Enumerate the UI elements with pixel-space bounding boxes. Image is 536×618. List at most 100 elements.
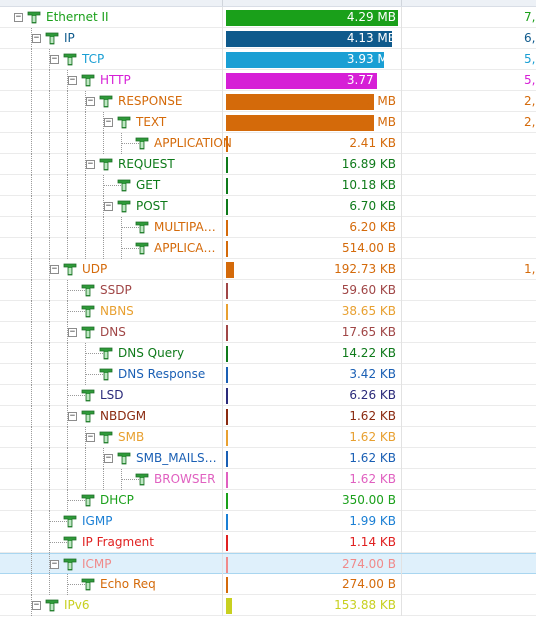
size-bar — [226, 557, 228, 573]
protocol-label: ICMP — [82, 557, 112, 571]
count-value: 2, — [524, 94, 536, 108]
protocol-label: Echo Req — [100, 577, 156, 591]
collapse-icon[interactable]: − — [68, 75, 77, 85]
protocol-node-icon — [80, 303, 96, 319]
collapse-icon[interactable]: − — [104, 453, 113, 463]
tree-row[interactable]: − TCP 3.93 MB 5, — [0, 49, 536, 70]
size-value: 2.41 KB — [349, 136, 396, 150]
protocol-node-icon — [80, 408, 96, 424]
tree-row[interactable]: BROWSER 1.62 KB — [0, 469, 536, 490]
count-value: 5, — [524, 52, 536, 66]
size-value: 1.62 KB — [349, 409, 396, 423]
protocol-label: GET — [136, 178, 161, 192]
tree-row[interactable]: APPLICATION 2.41 KB — [0, 133, 536, 154]
tree-row[interactable]: LSD 6.26 KB — [0, 385, 536, 406]
protocol-label: SMB_MAILS… — [136, 451, 217, 465]
size-value: 3.93 MB — [346, 52, 396, 66]
size-bar — [226, 346, 228, 362]
tree-row[interactable]: − Ethernet II 4.29 MB 7, — [0, 7, 536, 28]
size-bar — [226, 10, 398, 26]
collapse-icon[interactable]: − — [86, 159, 95, 169]
protocol-node-icon — [62, 513, 78, 529]
tree-row[interactable]: IP Fragment 1.14 KB — [0, 532, 536, 553]
protocol-label: MULTIPA… — [154, 220, 216, 234]
size-bar — [226, 220, 228, 236]
size-value: 514.00 B — [341, 241, 396, 255]
size-bar — [226, 409, 228, 425]
tree-row[interactable]: DNS Query 14.22 KB — [0, 343, 536, 364]
size-bar — [226, 367, 228, 383]
tree-row[interactable]: DHCP 350.00 B — [0, 490, 536, 511]
tree-row[interactable]: NBNS 38.65 KB — [0, 301, 536, 322]
protocol-node-icon — [116, 114, 132, 130]
size-value: 4.13 MB — [346, 31, 396, 45]
tree-row[interactable]: − IP 4.13 MB 6, — [0, 28, 536, 49]
tree-row[interactable]: − TEXT 3.69 MB 2, — [0, 112, 536, 133]
collapse-icon[interactable]: − — [86, 96, 95, 106]
collapse-icon[interactable]: − — [50, 264, 59, 274]
tree-row[interactable]: DNS Response 3.42 KB — [0, 364, 536, 385]
protocol-node-icon — [134, 135, 150, 151]
tree-row[interactable]: − ICMP 274.00 B — [0, 553, 536, 575]
size-value: 350.00 B — [341, 493, 396, 507]
size-bar — [226, 577, 228, 593]
tree-row[interactable]: APPLICA… 514.00 B — [0, 238, 536, 259]
collapse-icon[interactable]: − — [68, 327, 77, 337]
tree-row[interactable]: − UDP 192.73 KB 1, — [0, 259, 536, 280]
protocol-node-icon — [80, 282, 96, 298]
size-value: 38.65 KB — [341, 304, 396, 318]
count-value: 1, — [524, 262, 536, 276]
tree-row[interactable]: MULTIPA… 6.20 KB — [0, 217, 536, 238]
protocol-node-icon — [44, 30, 60, 46]
size-value: 1.62 KB — [349, 472, 396, 486]
tree-row[interactable]: IGMP 1.99 KB — [0, 511, 536, 532]
size-bar — [226, 514, 228, 530]
protocol-node-icon — [98, 156, 114, 172]
collapse-icon[interactable]: − — [32, 600, 41, 610]
size-bar — [226, 157, 228, 173]
collapse-icon[interactable]: − — [32, 33, 41, 43]
size-value: 153.88 KB — [334, 598, 396, 612]
tree-row[interactable]: − RESPONSE 3.70 MB 2, — [0, 91, 536, 112]
collapse-icon[interactable]: − — [68, 411, 77, 421]
size-value: 1.62 KB — [349, 451, 396, 465]
tree-row[interactable]: − HTTP 3.77 MB 5, — [0, 70, 536, 91]
size-value: 3.77 MB — [346, 73, 396, 87]
size-bar — [226, 262, 234, 278]
tree-row[interactable]: GET 10.18 KB — [0, 175, 536, 196]
tree-row[interactable]: SSDP 59.60 KB — [0, 280, 536, 301]
tree-row[interactable]: − IPv6 153.88 KB — [0, 595, 536, 616]
protocol-node-icon — [80, 387, 96, 403]
tree-row[interactable]: − DNS 17.65 KB — [0, 322, 536, 343]
protocol-node-icon — [62, 261, 78, 277]
size-bar — [226, 115, 374, 131]
size-bar — [226, 493, 228, 509]
size-bar — [226, 241, 228, 257]
tree-row[interactable]: − NBDGM 1.62 KB — [0, 406, 536, 427]
protocol-label: IGMP — [82, 514, 113, 528]
size-bar — [226, 178, 228, 194]
tree-row[interactable]: − SMB_MAILS… 1.62 KB — [0, 448, 536, 469]
protocol-node-icon — [80, 576, 96, 592]
protocol-label: APPLICA… — [154, 241, 216, 255]
size-bar — [226, 31, 392, 47]
collapse-icon[interactable]: − — [104, 117, 113, 127]
collapse-icon[interactable]: − — [104, 201, 113, 211]
collapse-icon[interactable]: − — [86, 432, 95, 442]
size-value: 6.20 KB — [349, 220, 396, 234]
size-bar — [226, 304, 228, 320]
size-value: 1.14 KB — [349, 535, 396, 549]
protocol-label: HTTP — [100, 73, 131, 87]
tree-row[interactable]: Echo Req 274.00 B — [0, 574, 536, 595]
tree-row[interactable]: − POST 6.70 KB — [0, 196, 536, 217]
collapse-icon[interactable]: − — [50, 559, 59, 569]
collapse-icon[interactable]: − — [14, 12, 23, 22]
size-bar — [226, 472, 228, 488]
protocol-node-icon — [98, 345, 114, 361]
tree-row[interactable]: − SMB 1.62 KB — [0, 427, 536, 448]
protocol-label: NBDGM — [100, 409, 147, 423]
collapse-icon[interactable]: − — [50, 54, 59, 64]
size-bar — [226, 94, 374, 110]
tree-row[interactable]: − REQUEST 16.89 KB — [0, 154, 536, 175]
